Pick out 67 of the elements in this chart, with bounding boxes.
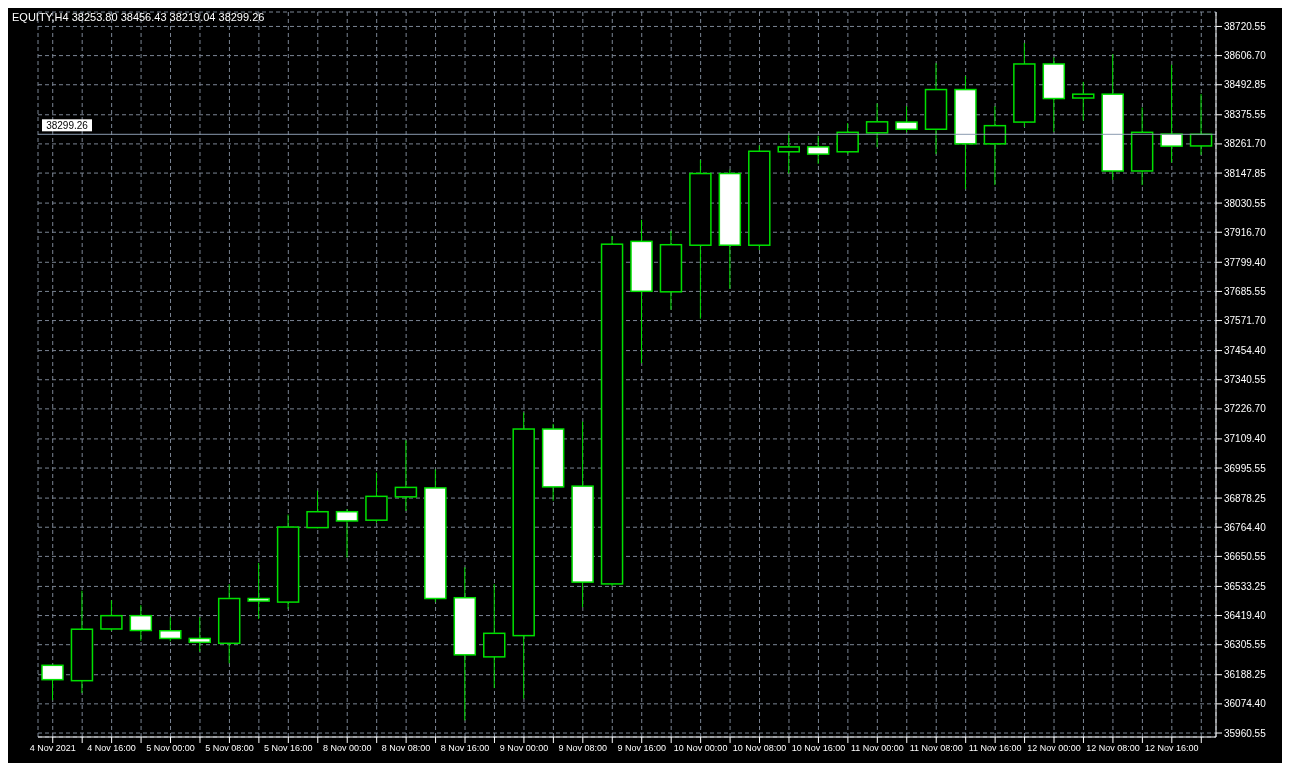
candlestick xyxy=(41,664,64,701)
candlestick xyxy=(159,616,182,642)
candlestick xyxy=(1160,64,1183,164)
ref-line-label: 38299.26 xyxy=(46,120,89,132)
y-tick-label: 38147.85 xyxy=(1224,167,1267,179)
x-tick-label: 9 Nov 00:00 xyxy=(499,743,549,754)
candlestick xyxy=(365,472,388,524)
x-tick-label: 8 Nov 08:00 xyxy=(381,743,431,754)
y-tick-label: 35960.55 xyxy=(1224,727,1267,739)
candlestick xyxy=(335,508,359,559)
x-tick-label: 8 Nov 00:00 xyxy=(322,743,372,754)
y-tick-label: 36878.25 xyxy=(1224,492,1267,504)
candlestick xyxy=(100,599,123,632)
y-tick-label: 37340.55 xyxy=(1224,374,1267,386)
x-tick-label: 12 Nov 08:00 xyxy=(1086,743,1140,754)
x-tick-label: 11 Nov 16:00 xyxy=(968,743,1022,754)
y-tick-label: 36533.25 xyxy=(1224,580,1267,592)
y-tick-label: 37109.40 xyxy=(1224,433,1267,445)
y-tick-label: 36995.55 xyxy=(1224,462,1267,474)
candlestick xyxy=(895,105,918,133)
x-tick-label: 5 Nov 16:00 xyxy=(264,743,313,754)
x-tick-label: 11 Nov 00:00 xyxy=(850,743,904,754)
x-tick-label: 9 Nov 16:00 xyxy=(617,743,666,754)
y-tick-label: 37916.70 xyxy=(1224,226,1267,238)
y-tick-label: 38030.55 xyxy=(1224,197,1267,209)
candlestick xyxy=(1072,81,1095,122)
y-tick-label: 38606.70 xyxy=(1224,50,1267,62)
x-tick-label: 9 Nov 08:00 xyxy=(558,743,608,754)
candlestick xyxy=(865,102,889,148)
chart-title: EQUITY,H4 38253.80 38456.43 38219.04 38299.26 xyxy=(12,11,265,23)
candlestick xyxy=(247,562,270,620)
y-tick-label: 37571.70 xyxy=(1224,315,1267,327)
x-tick-label: 10 Nov 16:00 xyxy=(791,743,846,754)
y-tick-label: 38375.55 xyxy=(1224,109,1267,121)
candlestick xyxy=(836,122,859,155)
y-tick-label: 38720.55 xyxy=(1224,21,1267,32)
candlestick xyxy=(806,135,830,165)
y-tick-label: 36305.55 xyxy=(1224,639,1267,651)
candlestick xyxy=(129,604,153,642)
x-tick-label: 11 Nov 08:00 xyxy=(909,743,963,754)
candlestick xyxy=(483,583,506,689)
y-tick-label: 36188.25 xyxy=(1224,669,1267,681)
candlestick xyxy=(188,616,211,653)
candlestick xyxy=(983,105,1007,186)
y-tick-label: 37226.70 xyxy=(1224,403,1267,415)
x-tick-label: 5 Nov 00:00 xyxy=(146,743,195,754)
x-tick-label: 4 Nov 2021 xyxy=(29,743,76,754)
x-tick-label: 10 Nov 08:00 xyxy=(732,743,787,754)
y-tick-label: 38492.85 xyxy=(1224,79,1267,91)
y-tick-label: 36764.40 xyxy=(1224,521,1267,533)
candlestick xyxy=(777,132,800,175)
candlestick xyxy=(306,490,329,529)
x-tick-label: 4 Nov 16:00 xyxy=(87,743,136,754)
y-tick-label: 38261.70 xyxy=(1224,138,1267,150)
y-tick-label: 36650.55 xyxy=(1224,550,1267,562)
candlestick xyxy=(1189,93,1213,156)
x-tick-label: 12 Nov 16:00 xyxy=(1145,743,1199,754)
x-tick-label: 10 Nov 00:00 xyxy=(673,743,728,754)
x-tick-label: 5 Nov 08:00 xyxy=(205,743,254,754)
candlestick xyxy=(394,439,418,512)
y-tick-label: 37454.40 xyxy=(1224,345,1267,357)
y-tick-label: 36419.40 xyxy=(1224,610,1267,622)
y-tick-label: 36074.40 xyxy=(1224,698,1267,710)
y-tick-label: 37685.55 xyxy=(1224,285,1267,297)
x-tick-label: 8 Nov 16:00 xyxy=(440,743,490,754)
y-tick-label: 37799.40 xyxy=(1224,256,1267,268)
x-tick-label: 12 Nov 00:00 xyxy=(1027,743,1081,754)
